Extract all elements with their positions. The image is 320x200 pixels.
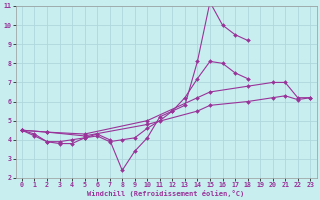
X-axis label: Windchill (Refroidissement éolien,°C): Windchill (Refroidissement éolien,°C) bbox=[87, 190, 245, 197]
